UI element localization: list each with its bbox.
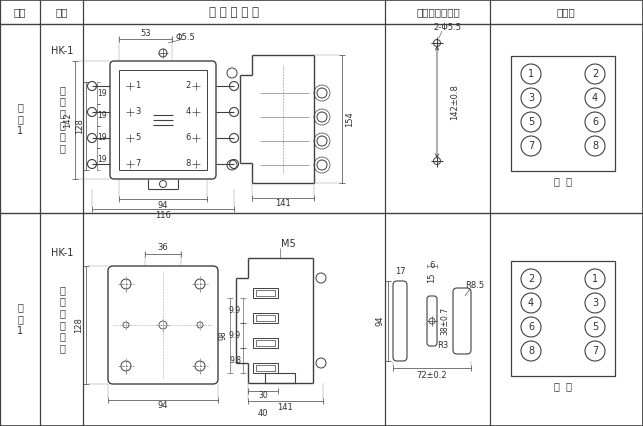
Text: 94: 94 [376, 316, 385, 326]
Text: HK-1: HK-1 [51, 46, 73, 56]
Text: 8: 8 [592, 141, 598, 151]
Text: 142±0.8: 142±0.8 [451, 84, 460, 120]
Text: 外 形 尺 寸 图: 外 形 尺 寸 图 [209, 6, 259, 18]
Text: 98: 98 [219, 331, 228, 340]
Text: 6: 6 [430, 262, 435, 271]
Text: 7: 7 [135, 159, 141, 169]
Text: 5: 5 [136, 133, 141, 143]
Bar [253, 363, 278, 373]
Text: 9.9: 9.9 [229, 306, 241, 315]
Text: 7: 7 [592, 346, 598, 356]
Text: 38±0.7: 38±0.7 [440, 307, 449, 335]
Text: 36: 36 [158, 244, 168, 253]
Text: 40: 40 [258, 409, 268, 417]
Text: 19: 19 [97, 155, 107, 164]
Text: 4: 4 [185, 107, 190, 116]
Text: 1: 1 [592, 274, 598, 284]
Text: 9.9: 9.9 [229, 331, 241, 340]
Text: 3: 3 [135, 107, 141, 116]
Bar [253, 338, 278, 348]
Text: 2: 2 [528, 274, 534, 284]
Text: 128: 128 [75, 317, 84, 333]
Text: 前  视: 前 视 [554, 176, 572, 186]
Bar [119, 70, 207, 170]
Text: 72±0.2: 72±0.2 [417, 371, 448, 380]
Text: 53: 53 [140, 29, 151, 37]
Bar [511, 261, 615, 376]
Text: 3: 3 [592, 298, 598, 308]
Text: 94: 94 [158, 201, 168, 210]
Text: 15: 15 [428, 273, 437, 283]
Text: 3: 3 [528, 93, 534, 103]
Text: 1: 1 [136, 81, 141, 90]
Bar [256, 315, 275, 321]
Text: 116: 116 [155, 210, 171, 219]
Bar [265, 373, 295, 383]
Text: 凸
出
式
后
接
线: 凸 出 式 后 接 线 [59, 285, 65, 353]
Text: 2: 2 [185, 81, 190, 90]
Bar [253, 288, 278, 298]
Text: 19: 19 [97, 89, 107, 98]
Bar [253, 313, 278, 323]
Text: Φ5.5: Φ5.5 [175, 32, 195, 41]
Text: 4: 4 [592, 93, 598, 103]
Text: 19: 19 [97, 110, 107, 120]
Text: 6: 6 [528, 322, 534, 332]
Text: 2-Φ5.5: 2-Φ5.5 [433, 23, 461, 32]
Text: 141: 141 [275, 199, 291, 208]
Text: 凸
出
式
前
接
线: 凸 出 式 前 接 线 [59, 85, 65, 153]
Text: 结构: 结构 [56, 7, 68, 17]
Text: 1: 1 [528, 69, 534, 79]
Text: 8: 8 [185, 159, 191, 169]
Text: 背  视: 背 视 [554, 381, 572, 391]
Text: 128: 128 [75, 118, 84, 134]
Bar [256, 340, 275, 346]
Text: 142: 142 [64, 112, 73, 128]
Text: 2: 2 [592, 69, 598, 79]
Text: 附
图
1: 附 图 1 [17, 102, 23, 135]
Text: 8: 8 [528, 346, 534, 356]
Text: 安装开孔尺寸图: 安装开孔尺寸图 [416, 7, 460, 17]
Bar [256, 365, 275, 371]
Text: 17: 17 [395, 267, 405, 276]
Text: M5: M5 [280, 239, 295, 249]
Text: 94: 94 [158, 401, 168, 411]
Text: 6: 6 [592, 117, 598, 127]
Text: 6: 6 [185, 133, 191, 143]
Text: R3: R3 [437, 342, 449, 351]
Text: 4: 4 [528, 298, 534, 308]
Text: 19: 19 [97, 132, 107, 141]
Text: 5: 5 [528, 117, 534, 127]
Text: 154: 154 [345, 111, 354, 127]
Text: 图号: 图号 [14, 7, 26, 17]
Text: R8.5: R8.5 [466, 282, 485, 291]
Text: 端子图: 端子图 [557, 7, 575, 17]
Text: 30: 30 [258, 391, 268, 400]
Text: 附
图
1: 附 图 1 [17, 302, 23, 336]
Bar [511, 56, 615, 171]
Text: 7: 7 [528, 141, 534, 151]
Text: 9.8: 9.8 [229, 356, 241, 365]
Text: 141: 141 [277, 403, 293, 412]
Text: 5: 5 [592, 322, 598, 332]
Bar [256, 290, 275, 296]
Text: HK-1: HK-1 [51, 248, 73, 258]
